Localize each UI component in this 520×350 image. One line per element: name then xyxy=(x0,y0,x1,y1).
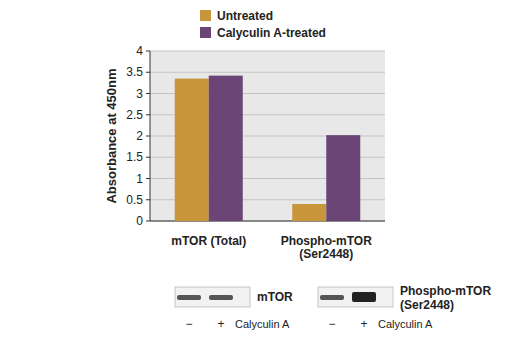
y-axis xyxy=(150,51,151,221)
bar xyxy=(292,204,326,221)
lane-label: + xyxy=(217,317,224,331)
bar xyxy=(175,79,209,221)
tick-label: 0 xyxy=(136,214,143,228)
blot-band xyxy=(177,295,201,300)
tick-mark xyxy=(146,199,150,200)
lane-label: − xyxy=(185,317,192,331)
bar xyxy=(209,76,243,221)
figure: 0 0.5 1 1.5 2 2.5 3 3.5 4 Absorbance at 450nm Untr… xyxy=(0,0,520,350)
tick-label: 3.5 xyxy=(126,65,143,79)
bars xyxy=(175,76,361,221)
tick-mark xyxy=(146,136,150,137)
treatment-label: Calyculin A xyxy=(235,318,290,330)
tick-label: 0.5 xyxy=(126,193,143,207)
grid-line xyxy=(150,51,385,52)
tick-mark xyxy=(146,72,150,73)
tick-mark xyxy=(146,114,150,115)
blot-band xyxy=(352,292,376,302)
tick-mark xyxy=(146,178,150,179)
plot-background xyxy=(150,51,385,221)
blot-band xyxy=(209,295,233,300)
blot-image xyxy=(175,287,250,307)
blot-label: mTOR xyxy=(257,290,307,304)
tick-label: 1.5 xyxy=(126,150,143,164)
legend-swatch xyxy=(200,10,211,21)
tick-mark xyxy=(146,51,150,52)
tick-mark xyxy=(146,157,150,158)
tick-label: 1 xyxy=(136,172,143,186)
tick-label: 2.5 xyxy=(126,108,143,122)
bar xyxy=(326,135,360,221)
tick-mark xyxy=(146,221,150,222)
tick-label: 4 xyxy=(136,44,143,58)
tick-label: 3 xyxy=(136,87,143,101)
treatment-label: Calyculin A xyxy=(378,318,433,330)
legend-swatch xyxy=(200,27,211,38)
legend-label: Untreated xyxy=(217,9,273,23)
tick-label: 2 xyxy=(136,129,143,143)
blot-label: Phospho-mTOR (Ser2448) xyxy=(400,284,500,312)
lane-label: − xyxy=(328,317,335,331)
y-axis-label: Absorbance at 450nm xyxy=(104,68,119,203)
tick-mark xyxy=(146,93,150,94)
category-label: Phospho-mTOR (Ser2448) xyxy=(271,235,381,261)
legend-label: Calyculin A-treated xyxy=(217,26,326,40)
grid-line xyxy=(150,72,385,73)
category-label: mTOR (Total) xyxy=(154,235,264,248)
lane-label: + xyxy=(360,317,367,331)
blot-band xyxy=(320,295,344,300)
blot-image xyxy=(318,287,393,307)
